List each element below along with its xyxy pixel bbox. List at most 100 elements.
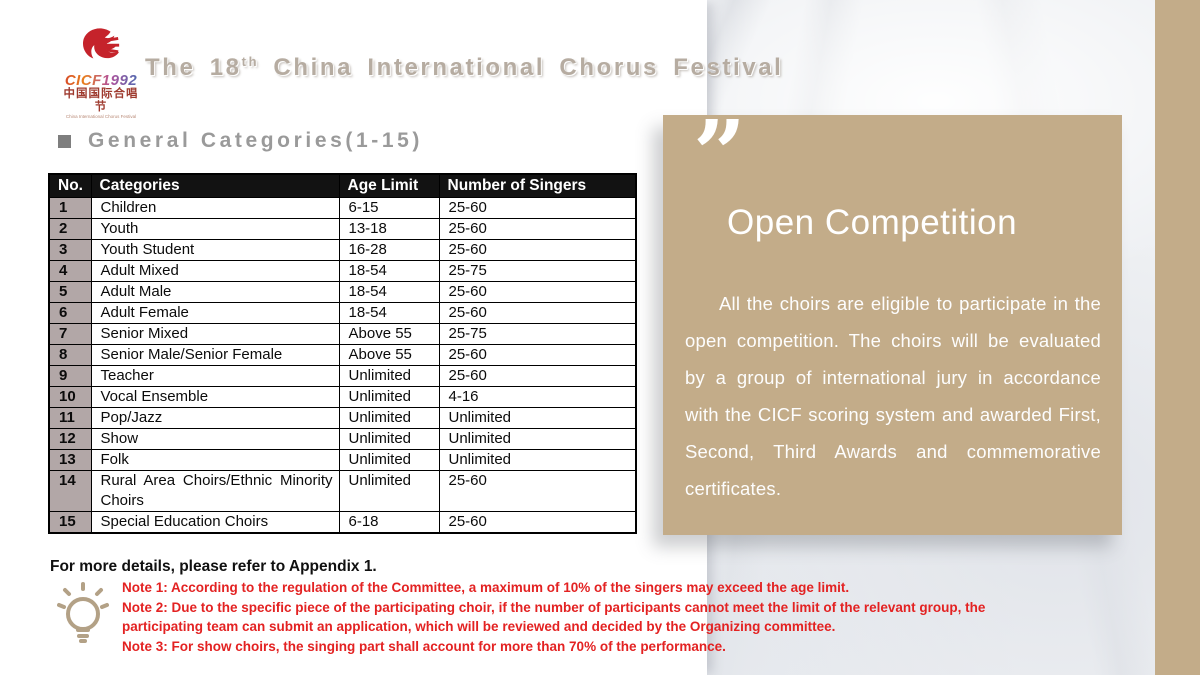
table-cell: Youth [90,217,340,240]
table-cell: Above 55 [338,322,440,345]
quote-icon: ” [693,100,746,208]
table-row: 3 Youth Student 16-28 25-60 [48,238,637,261]
section-heading-label: General Categories(1-15) [88,129,423,152]
row-number-cell: 7 [48,322,92,345]
panel-body-text: All the choirs are eligible to participa… [685,293,1101,499]
row-number-cell: 14 [48,469,92,512]
section-heading: General Categories(1-15) [58,129,423,153]
table-cell: Unlimited [338,469,440,512]
table-row: 14 Rural Area Choirs/Ethnic Minority Choi… [48,469,637,512]
row-number-cell: 1 [48,196,92,219]
table-cell: Unlimited [338,406,440,429]
column-header: Age Limit [338,173,440,198]
row-number-cell: 12 [48,427,92,450]
table-row: 4 Adult Mixed 18-54 25-75 [48,259,637,282]
table-row: 12 Show Unlimited Unlimited [48,427,637,450]
column-header: No. [48,173,92,198]
table-cell: Senior Mixed [90,322,340,345]
table-cell: 25-60 [438,469,637,512]
logo-wordmark: CICF1992 [58,73,144,88]
table-cell: 25-60 [438,510,637,533]
table-cell: 25-60 [438,280,637,303]
table-cell: Adult Mixed [90,259,340,282]
table-cell: 25-60 [438,364,637,387]
table-cell: Senior Male/Senior Female [90,343,340,366]
title-prefix: The 18 [145,54,242,81]
note-line: Note 2: Due to the specific piece of the… [122,599,986,635]
table-cell: 25-60 [438,343,637,366]
table-row: 7 Senior Mixed Above 55 25-75 [48,322,637,345]
dove-logo-icon [58,27,144,74]
table-cell: Unlimited [338,385,440,408]
categories-table: No. Categories Age Limit Number of Singers … [48,173,637,534]
table-cell: 25-60 [438,196,637,219]
table-row: 11 Pop/Jazz Unlimited Unlimited [48,406,637,429]
right-accent-strip [1155,0,1200,675]
title-rest: China International Chorus Festival [259,54,784,81]
table-cell: 6-18 [338,510,440,533]
table-row: 10 Vocal Ensemble Unlimited 4-16 [48,385,637,408]
row-number-cell: 13 [48,448,92,471]
table-cell: Unlimited [438,448,637,471]
table-row: 13 Folk Unlimited Unlimited [48,448,637,471]
row-number-cell: 11 [48,406,92,429]
table-cell: 4-16 [438,385,637,408]
table-row: 8 Senior Male/Senior Female Above 55 25-60 [48,343,637,366]
panel-title: Open Competition [727,203,1018,242]
note-line: Note 1: According to the regulation of t… [122,580,850,595]
categories-table-body: 1 Children 6-15 25-60 2 Youth 13-18 25-60 3 Youth… [48,196,637,533]
row-number-cell: 6 [48,301,92,324]
table-cell: Unlimited [438,406,637,429]
table-cell: Pop/Jazz [90,406,340,429]
open-competition-panel: ” Open Competition All the choirs are el… [663,100,1122,535]
table-cell: Adult Male [90,280,340,303]
column-header: Number of Singers [438,173,637,198]
table-cell: 25-60 [438,217,637,240]
lightbulb-icon [57,581,109,652]
table-cell: Rural Area Choirs/Ethnic Minority Choirs [90,469,340,512]
table-cell: Vocal Ensemble [90,385,340,408]
table-cell: 18-54 [338,259,440,282]
table-cell: 16-28 [338,238,440,261]
row-number-cell: 9 [48,364,92,387]
table-cell: Above 55 [338,343,440,366]
row-number-cell: 3 [48,238,92,261]
table-cell: 25-60 [438,301,637,324]
logo-chinese-text: 中国国际合唱节 [63,88,139,113]
table-cell: Teacher [90,364,340,387]
table-cell: Unlimited [338,364,440,387]
table-cell: Children [90,196,340,219]
row-number-cell: 5 [48,280,92,303]
table-cell: 18-54 [338,301,440,324]
table-header-row: No. Categories Age Limit Number of Singers [48,173,637,198]
column-header: Categories [90,173,340,198]
square-bullet-icon [58,134,71,148]
row-number-cell: 2 [48,217,92,240]
logo-subtext: China International Chorus Festival [65,114,137,119]
appendix-note: For more details, please refer to Append… [50,558,377,575]
notes-list: Note 1: According to the regulation of t… [122,578,1044,656]
table-cell: Folk [90,448,340,471]
title-superscript: th [241,54,260,69]
table-cell: 25-75 [438,322,637,345]
page-title: The 18th China International Chorus Fest… [145,54,783,82]
table-cell: Unlimited [438,427,637,450]
row-number-cell: 10 [48,385,92,408]
table-row: 15 Special Education Choirs 6-18 25-60 [48,510,637,533]
table-row: 6 Adult Female 18-54 25-60 [48,301,637,324]
table-cell: Youth Student [90,238,340,261]
table-cell: 13-18 [338,217,440,240]
row-number-cell: 15 [48,510,92,533]
table-cell: 25-60 [438,238,637,261]
table-row: 5 Adult Male 18-54 25-60 [48,280,637,303]
table-row: 1 Children 6-15 25-60 [48,196,637,219]
row-number-cell: 4 [48,259,92,282]
table-cell: 18-54 [338,280,440,303]
table-cell: Show [90,427,340,450]
table-cell: Adult Female [90,301,340,324]
table-row: 9 Teacher Unlimited 25-60 [48,364,637,387]
table-cell: 25-75 [438,259,637,282]
cicf-logo: CICF1992 中国国际合唱节 China International Cho… [58,27,144,119]
note-line: Note 3: For show choirs, the singing par… [122,638,726,654]
table-row: 2 Youth 13-18 25-60 [48,217,637,240]
